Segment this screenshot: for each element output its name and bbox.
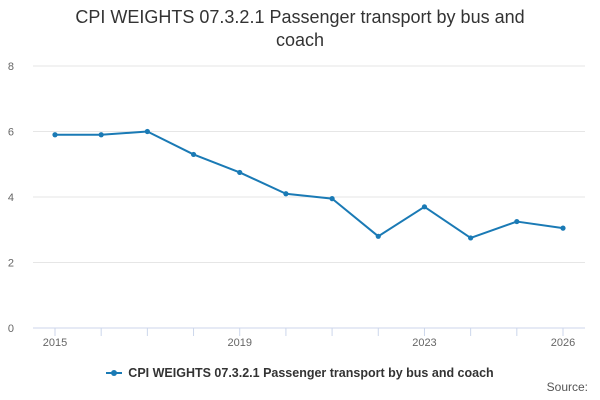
source-credit[interactable]: Source:: [546, 380, 588, 394]
y-tick-label: 2: [8, 258, 14, 270]
y-tick-label: 6: [8, 127, 14, 139]
y-tick-label: 4: [8, 192, 14, 204]
legend-line-marker-icon: [106, 368, 123, 378]
x-tick-label: 2019: [227, 337, 251, 349]
x-tick-label: 2026: [551, 337, 575, 349]
chart-legend[interactable]: CPI WEIGHTS 07.3.2.1 Passenger transport…: [0, 363, 600, 384]
grid-lines: [33, 65, 585, 263]
chart-title: CPI WEIGHTS 07.3.2.1 Passenger transport…: [75, 7, 525, 50]
series-layer: [52, 128, 566, 241]
y-tick-label: 0: [8, 323, 14, 335]
x-tick-label: 2015: [43, 337, 67, 349]
data-point: [283, 191, 289, 197]
x-axis: [33, 327, 585, 336]
data-point: [52, 132, 58, 138]
data-point: [560, 225, 566, 231]
data-point: [144, 128, 150, 135]
data-point: [190, 151, 197, 158]
data-point: [375, 233, 381, 239]
legend-label: CPI WEIGHTS 07.3.2.1 Passenger transport…: [128, 366, 494, 380]
data-point: [421, 204, 428, 210]
data-point: [237, 169, 243, 176]
y-axis-labels: 0 2 4 6 8: [8, 61, 14, 335]
data-point: [468, 235, 474, 241]
data-point: [98, 132, 104, 138]
legend-item[interactable]: CPI WEIGHTS 07.3.2.1 Passenger transport…: [106, 363, 494, 383]
x-axis-labels: 2015 2019 2023 2026: [43, 337, 575, 349]
x-tick-label: 2023: [412, 337, 436, 349]
y-tick-label: 8: [8, 61, 14, 73]
data-point: [514, 218, 520, 225]
series-line: [54, 130, 564, 239]
data-point: [329, 196, 335, 202]
